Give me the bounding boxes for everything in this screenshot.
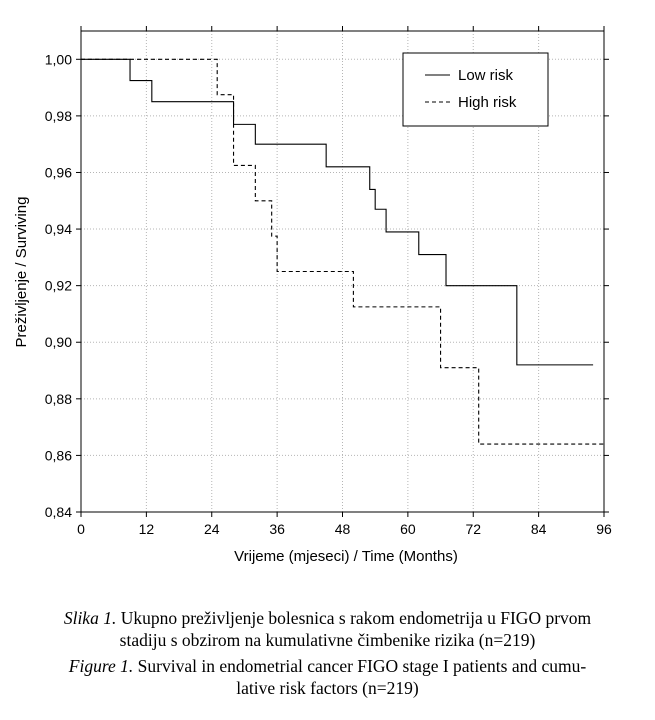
caption-hr-text1: Ukupno preživljenje bolesnica s rakom en…: [116, 608, 592, 628]
y-axis-title: Preživljenje / Surviving: [13, 197, 30, 348]
caption-en-lead: Figure 1.: [68, 656, 134, 676]
y-tick-label: 0,90: [45, 334, 72, 350]
caption-en-line1: Figure 1. Survival in endometrial cancer…: [0, 655, 655, 677]
series-lines: [81, 58, 604, 445]
x-tick-label: 72: [465, 521, 481, 537]
y-tick-label: 0,94: [45, 221, 72, 237]
y-tick-label: 0,92: [45, 278, 72, 294]
y-tick-label: 1,00: [45, 51, 72, 67]
caption-en-text1: Survival in endometrial cancer FIGO stag…: [133, 656, 587, 676]
axis-ticks: 0,84 0,86 0,88 0,90 0,92 0,94 0,96 0,98 1,00 0 12 2…: [45, 26, 612, 537]
y-tick-label: 0,84: [45, 504, 72, 520]
legend-label-high-risk: High risk: [458, 94, 517, 111]
legend-label-low-risk: Low risk: [458, 67, 514, 84]
y-tick-label: 0,98: [45, 108, 72, 124]
survival-chart: 0,84 0,86 0,88 0,90 0,92 0,94 0,96 0,98 1,00 0 12 2…: [13, 26, 612, 565]
x-tick-label: 36: [269, 521, 285, 537]
series-line-high-risk: [81, 58, 604, 445]
legend-box: [402, 52, 549, 127]
series-line-low-risk: [81, 58, 594, 366]
x-axis-title: Vrijeme (mjeseci) / Time (Months): [234, 548, 458, 565]
y-tick-label: 0,86: [45, 447, 72, 463]
caption-hr-line1: Slika 1. Ukupno preživljenje bolesnica s…: [0, 607, 655, 629]
x-tick-label: 12: [139, 521, 155, 537]
caption-hr-lead: Slika 1.: [63, 608, 117, 628]
x-tick-label: 0: [77, 521, 85, 537]
y-tick-label: 0,88: [45, 391, 72, 407]
caption-en-line2: lative risk factors (n=219): [236, 678, 419, 698]
x-tick-label: 48: [335, 521, 351, 537]
legend: Low risk High risk: [402, 52, 549, 127]
figure-caption-english: Figure 1. Survival in endometrial cancer…: [0, 655, 655, 699]
y-tick-label: 0,96: [45, 164, 72, 180]
caption-hr-line2: stadiju s obzirom na kumulativne čimbeni…: [119, 630, 536, 650]
x-tick-label: 84: [531, 521, 547, 537]
figure-caption-croatian: Slika 1. Ukupno preživljenje bolesnica s…: [0, 607, 655, 651]
x-tick-label: 60: [400, 521, 416, 537]
x-tick-label: 24: [204, 521, 220, 537]
x-tick-label: 96: [596, 521, 612, 537]
